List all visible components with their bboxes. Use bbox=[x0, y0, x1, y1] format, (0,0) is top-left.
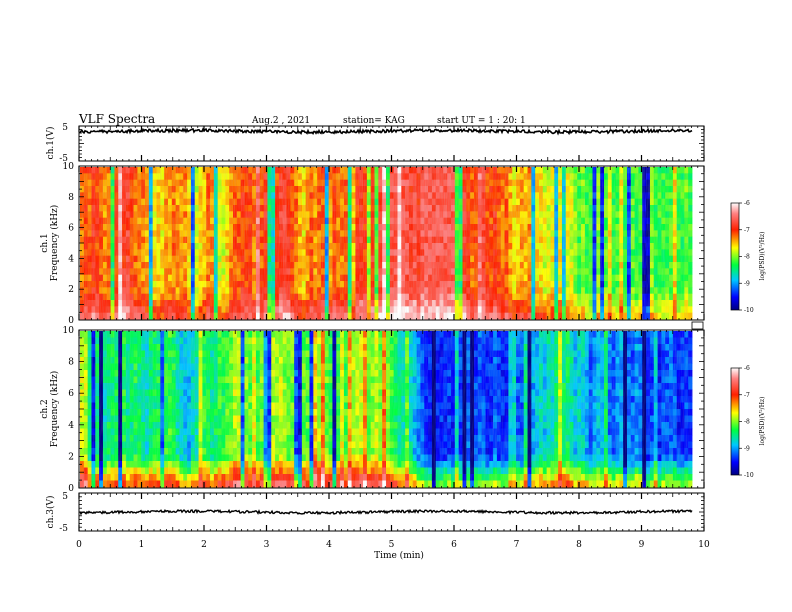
date-label: Aug.2 , 2021 bbox=[251, 116, 310, 126]
station-label: station= KAG bbox=[343, 116, 405, 126]
figure-title: VLF Spectra bbox=[78, 112, 155, 126]
start-time-label: start UT = 1 : 20: 1 bbox=[437, 116, 526, 126]
